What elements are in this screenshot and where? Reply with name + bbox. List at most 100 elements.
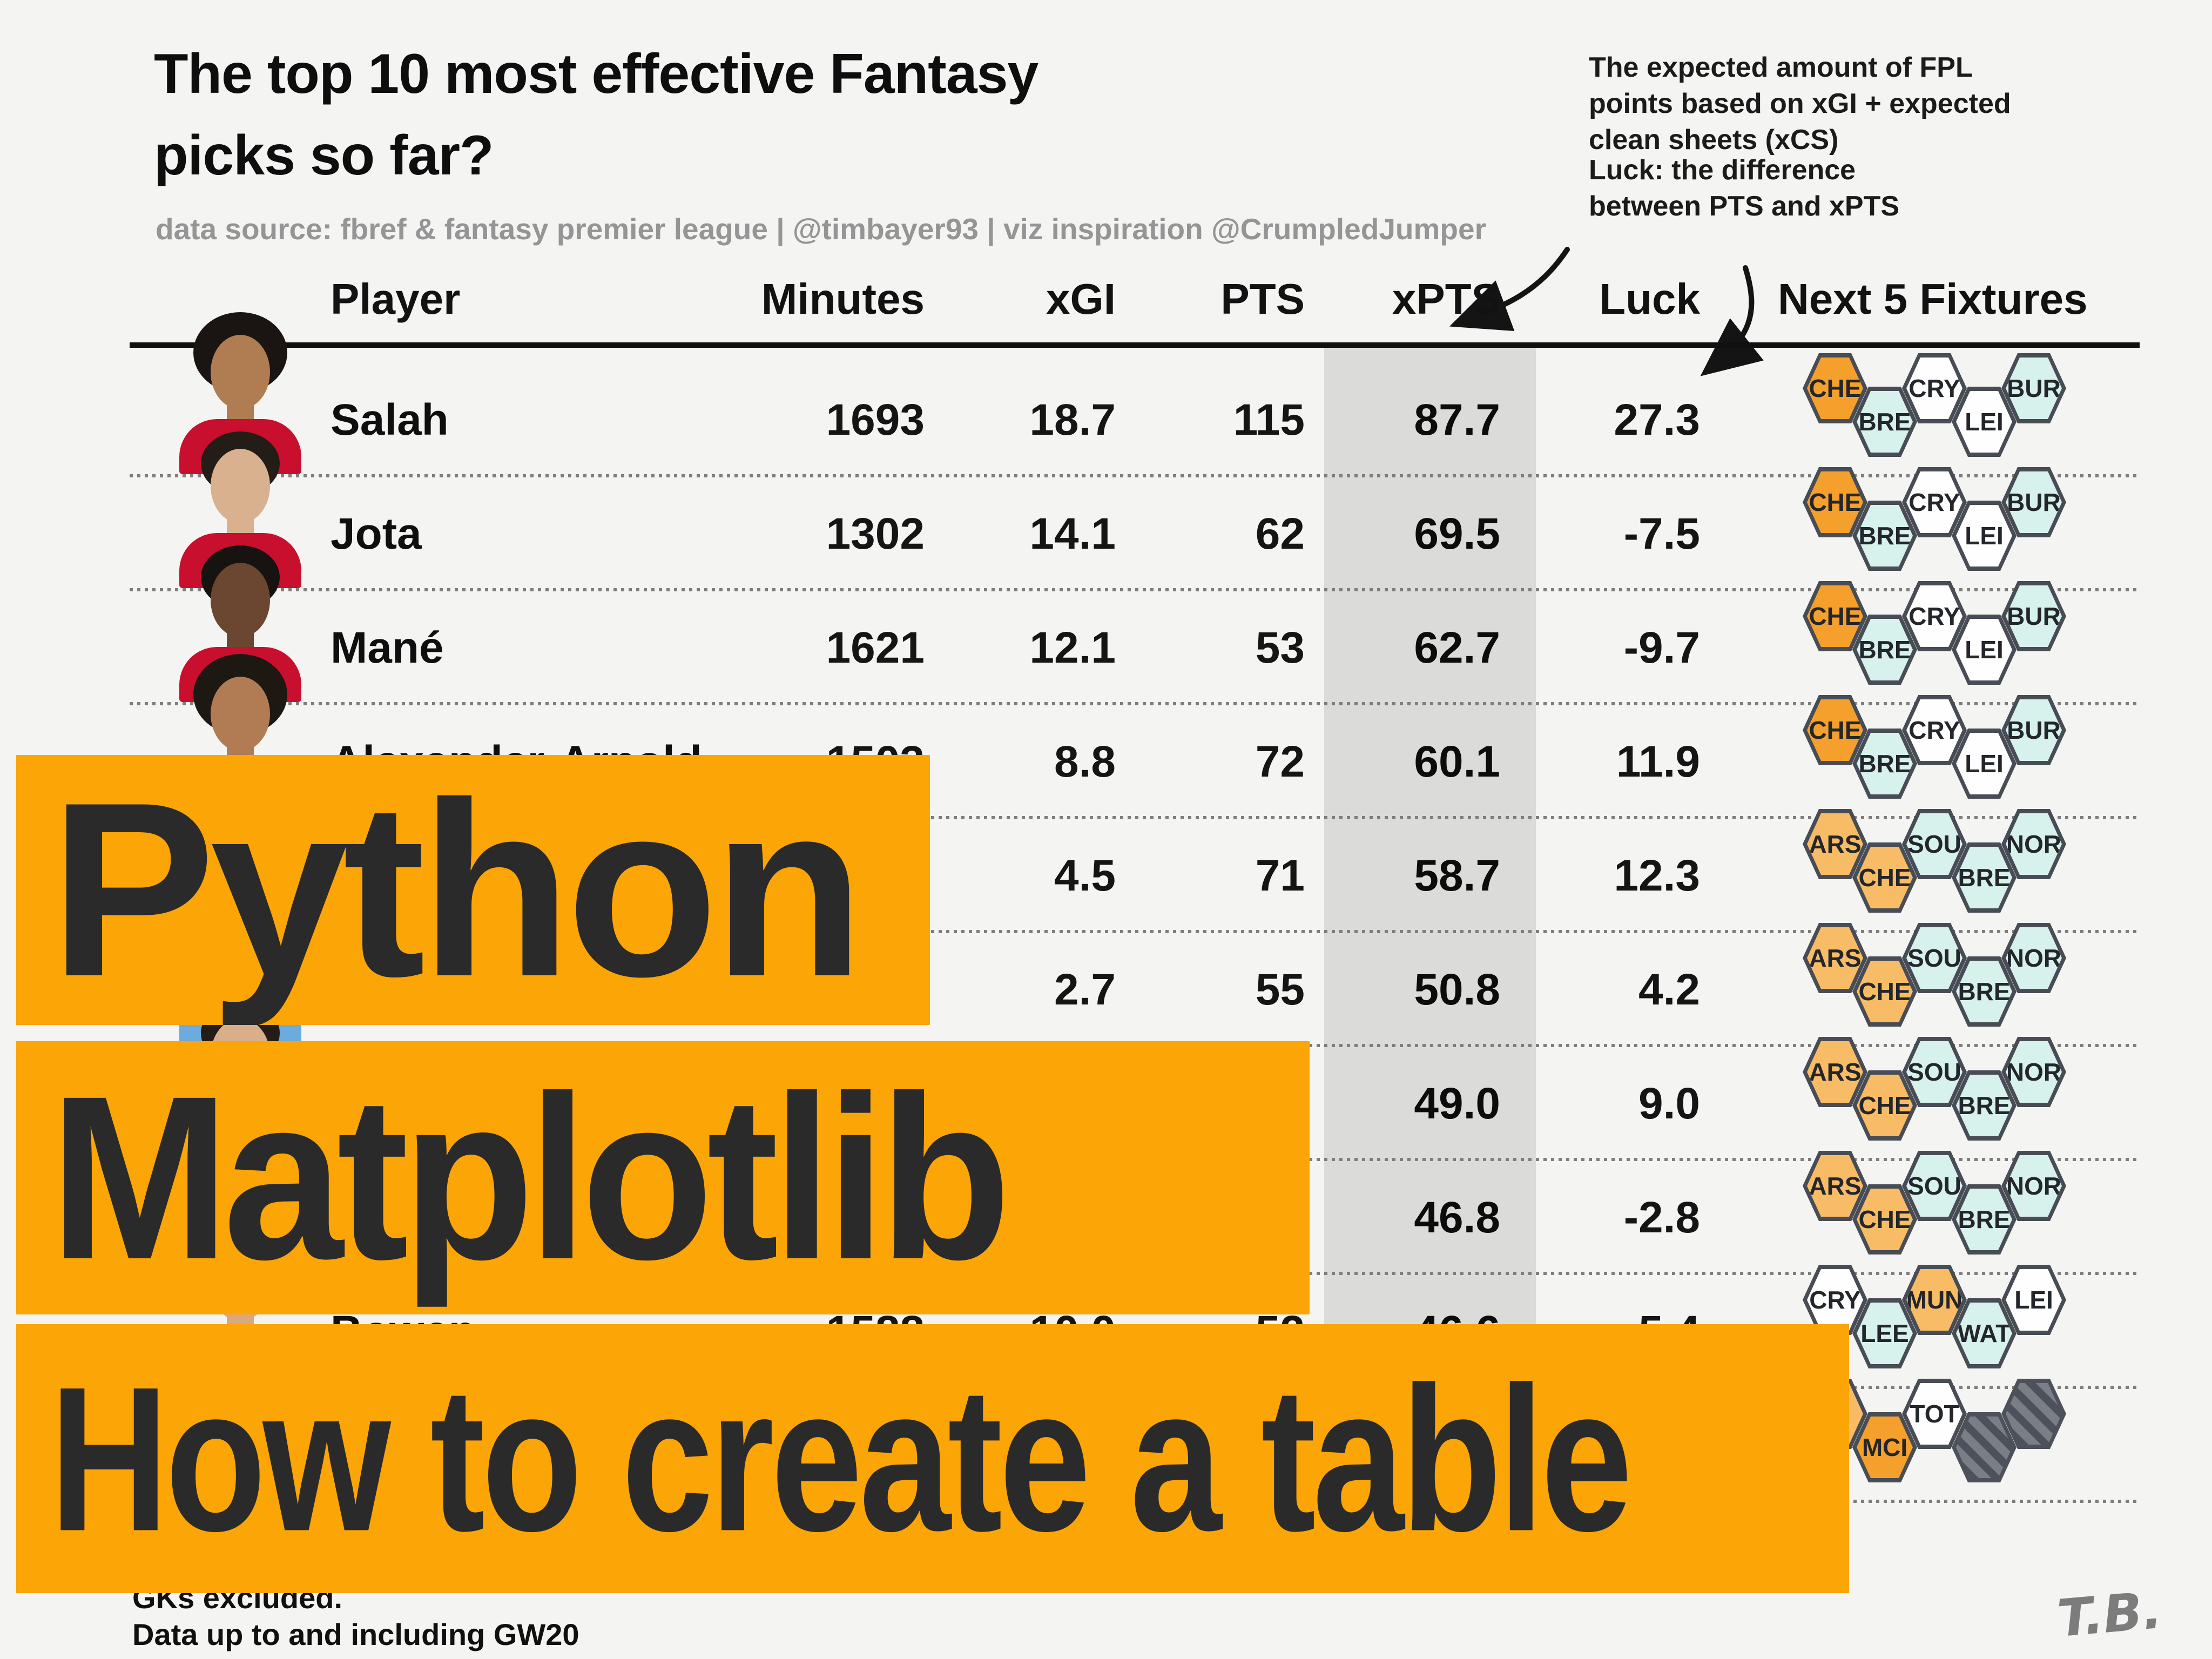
pts-value: 55	[1255, 965, 1305, 1014]
fixture-hexagon: BRE	[1852, 387, 1917, 457]
fixture-label: BUR	[2006, 585, 2062, 647]
xpts-highlight-band	[1324, 348, 1536, 1499]
xpts-arrow	[1449, 247, 1570, 331]
xgi-value: 2.7	[1054, 965, 1116, 1014]
player-name: Salah	[331, 395, 449, 444]
luck-arrow	[1700, 265, 1764, 376]
fixture-label	[1956, 1417, 2012, 1478]
fixture-label: NOR	[2006, 1041, 2062, 1103]
fixture-label: SOU	[1906, 1041, 1963, 1103]
col-header-pts: PTS	[1220, 275, 1305, 323]
xpts-value: 46.8	[1414, 1193, 1500, 1242]
xgi-value: 4.5	[1054, 851, 1116, 900]
fixture-label	[2006, 1383, 2062, 1445]
fixture-label: CHE	[1807, 699, 1863, 761]
luck-value: -7.5	[1623, 509, 1700, 558]
xpts-value: 58.7	[1414, 851, 1500, 900]
fixture-hexagon: WAT	[1952, 1298, 2017, 1368]
fixture-hexagon: CRY	[1902, 353, 1967, 423]
fixture-hexagon: ARS	[1803, 1151, 1867, 1221]
fixture-label: BRE	[1857, 391, 1913, 453]
luck-value: 9.0	[1638, 1079, 1700, 1128]
luck-value: -2.8	[1623, 1193, 1700, 1242]
luck-value: 11.9	[1616, 737, 1700, 786]
xgi-value: 8.8	[1054, 737, 1116, 786]
fixture-label: NOR	[2006, 1155, 2062, 1217]
fixture-label: CHE	[1857, 847, 1913, 908]
player-face	[211, 677, 270, 751]
fixture-hexagon: BRE	[1952, 1184, 2017, 1255]
fixture-hexagon: CHE	[1852, 1070, 1917, 1141]
fixture-label: BRE	[1956, 847, 2012, 908]
fixture-label: BRE	[1956, 1075, 2012, 1136]
fixture-label: NOR	[2006, 927, 2062, 989]
fixture-hexagon: MCI	[1852, 1412, 1917, 1482]
title-line-2: picks so far?	[154, 124, 494, 187]
col-header-xgi: xGI	[1046, 275, 1116, 323]
row-separator	[130, 588, 2140, 591]
luck-value: -9.7	[1623, 623, 1700, 672]
row-separator	[130, 930, 2140, 933]
row-separator	[130, 816, 2140, 819]
row-separator	[130, 474, 2140, 477]
fixture-label: LEI	[1956, 505, 2012, 567]
xgi-value: 14.1	[1029, 509, 1116, 558]
fixture-label: SOU	[1906, 1155, 1963, 1217]
fixture-label: CRY	[1906, 699, 1963, 761]
xpts-value: 62.7	[1414, 623, 1500, 672]
fixture-hexagon: CHE	[1803, 353, 1867, 423]
fixture-label: CHE	[1857, 961, 1913, 1022]
overlay-python-block: Python	[16, 755, 930, 1025]
fixture-hexagon: BUR	[2001, 467, 2066, 537]
fixture-hexagon: SOU	[1902, 1151, 1967, 1221]
fixture-label: BUR	[2006, 699, 2062, 761]
page-title: The top 10 most effective Fantasy picks …	[154, 33, 1038, 197]
fixture-label: ARS	[1807, 1041, 1863, 1103]
pts-value: 72	[1255, 737, 1305, 786]
fixture-hexagon: TOT	[1902, 1379, 1967, 1449]
overlay-howto-block: How to create a table	[16, 1324, 1849, 1593]
xgi-value: 12.1	[1029, 623, 1116, 672]
fixture-hexagon: BUR	[2001, 353, 2066, 423]
xpts-annotation: The expected amount of FPL points based …	[1589, 50, 2011, 158]
fixture-label: LEI	[1956, 391, 2012, 453]
fixture-hexagon: CRY	[1902, 467, 1967, 537]
fixture-hexagon: LEE	[1852, 1298, 1917, 1368]
luck-annotation-line: Luck: the difference	[1589, 154, 1856, 186]
xpts-value: 87.7	[1414, 395, 1500, 444]
luck-value: 12.3	[1614, 851, 1700, 900]
fixture-label: CRY	[1906, 358, 1963, 419]
fixture-hexagon: CHE	[1852, 1184, 1917, 1255]
xpts-annotation-line: points based on xGI + expected	[1589, 88, 2011, 119]
row-separator	[130, 702, 2140, 705]
col-header-xpts: xPTS	[1392, 275, 1500, 323]
fixture-label: LEI	[1956, 733, 2012, 794]
fixture-hexagon	[1952, 1412, 2017, 1482]
xpts-value: 49.0	[1414, 1079, 1500, 1128]
col-header-luck: Luck	[1599, 275, 1700, 323]
fixture-label: CHE	[1807, 471, 1863, 533]
player-face	[211, 335, 270, 409]
fixture-label: CHE	[1857, 1075, 1913, 1136]
fixture-label: ARS	[1807, 813, 1863, 875]
player-face	[211, 563, 270, 637]
fixture-label: CRY	[1906, 471, 1963, 533]
minutes-value: 1621	[826, 623, 925, 672]
fixture-label: SOU	[1906, 927, 1963, 989]
fixture-label: ARS	[1807, 1155, 1863, 1217]
luck-annotation-line: between PTS and xPTS	[1589, 191, 1900, 222]
player-name: Jota	[331, 509, 422, 558]
fixture-hexagon	[2001, 1379, 2066, 1449]
header-rule	[130, 342, 2140, 348]
fixture-label: TOT	[1906, 1383, 1963, 1445]
col-header-minutes: Minutes	[761, 275, 925, 323]
fixture-label: MCI	[1857, 1417, 1913, 1478]
fixture-hexagon: CRY	[1803, 1265, 1867, 1335]
fixture-label: BRE	[1857, 733, 1913, 794]
pts-value: 53	[1255, 623, 1305, 672]
fixture-hexagon: LEI	[2001, 1265, 2066, 1335]
overlay-matplotlib-block: Matplotlib	[16, 1041, 1310, 1314]
fixture-label: LEI	[1956, 619, 2012, 680]
